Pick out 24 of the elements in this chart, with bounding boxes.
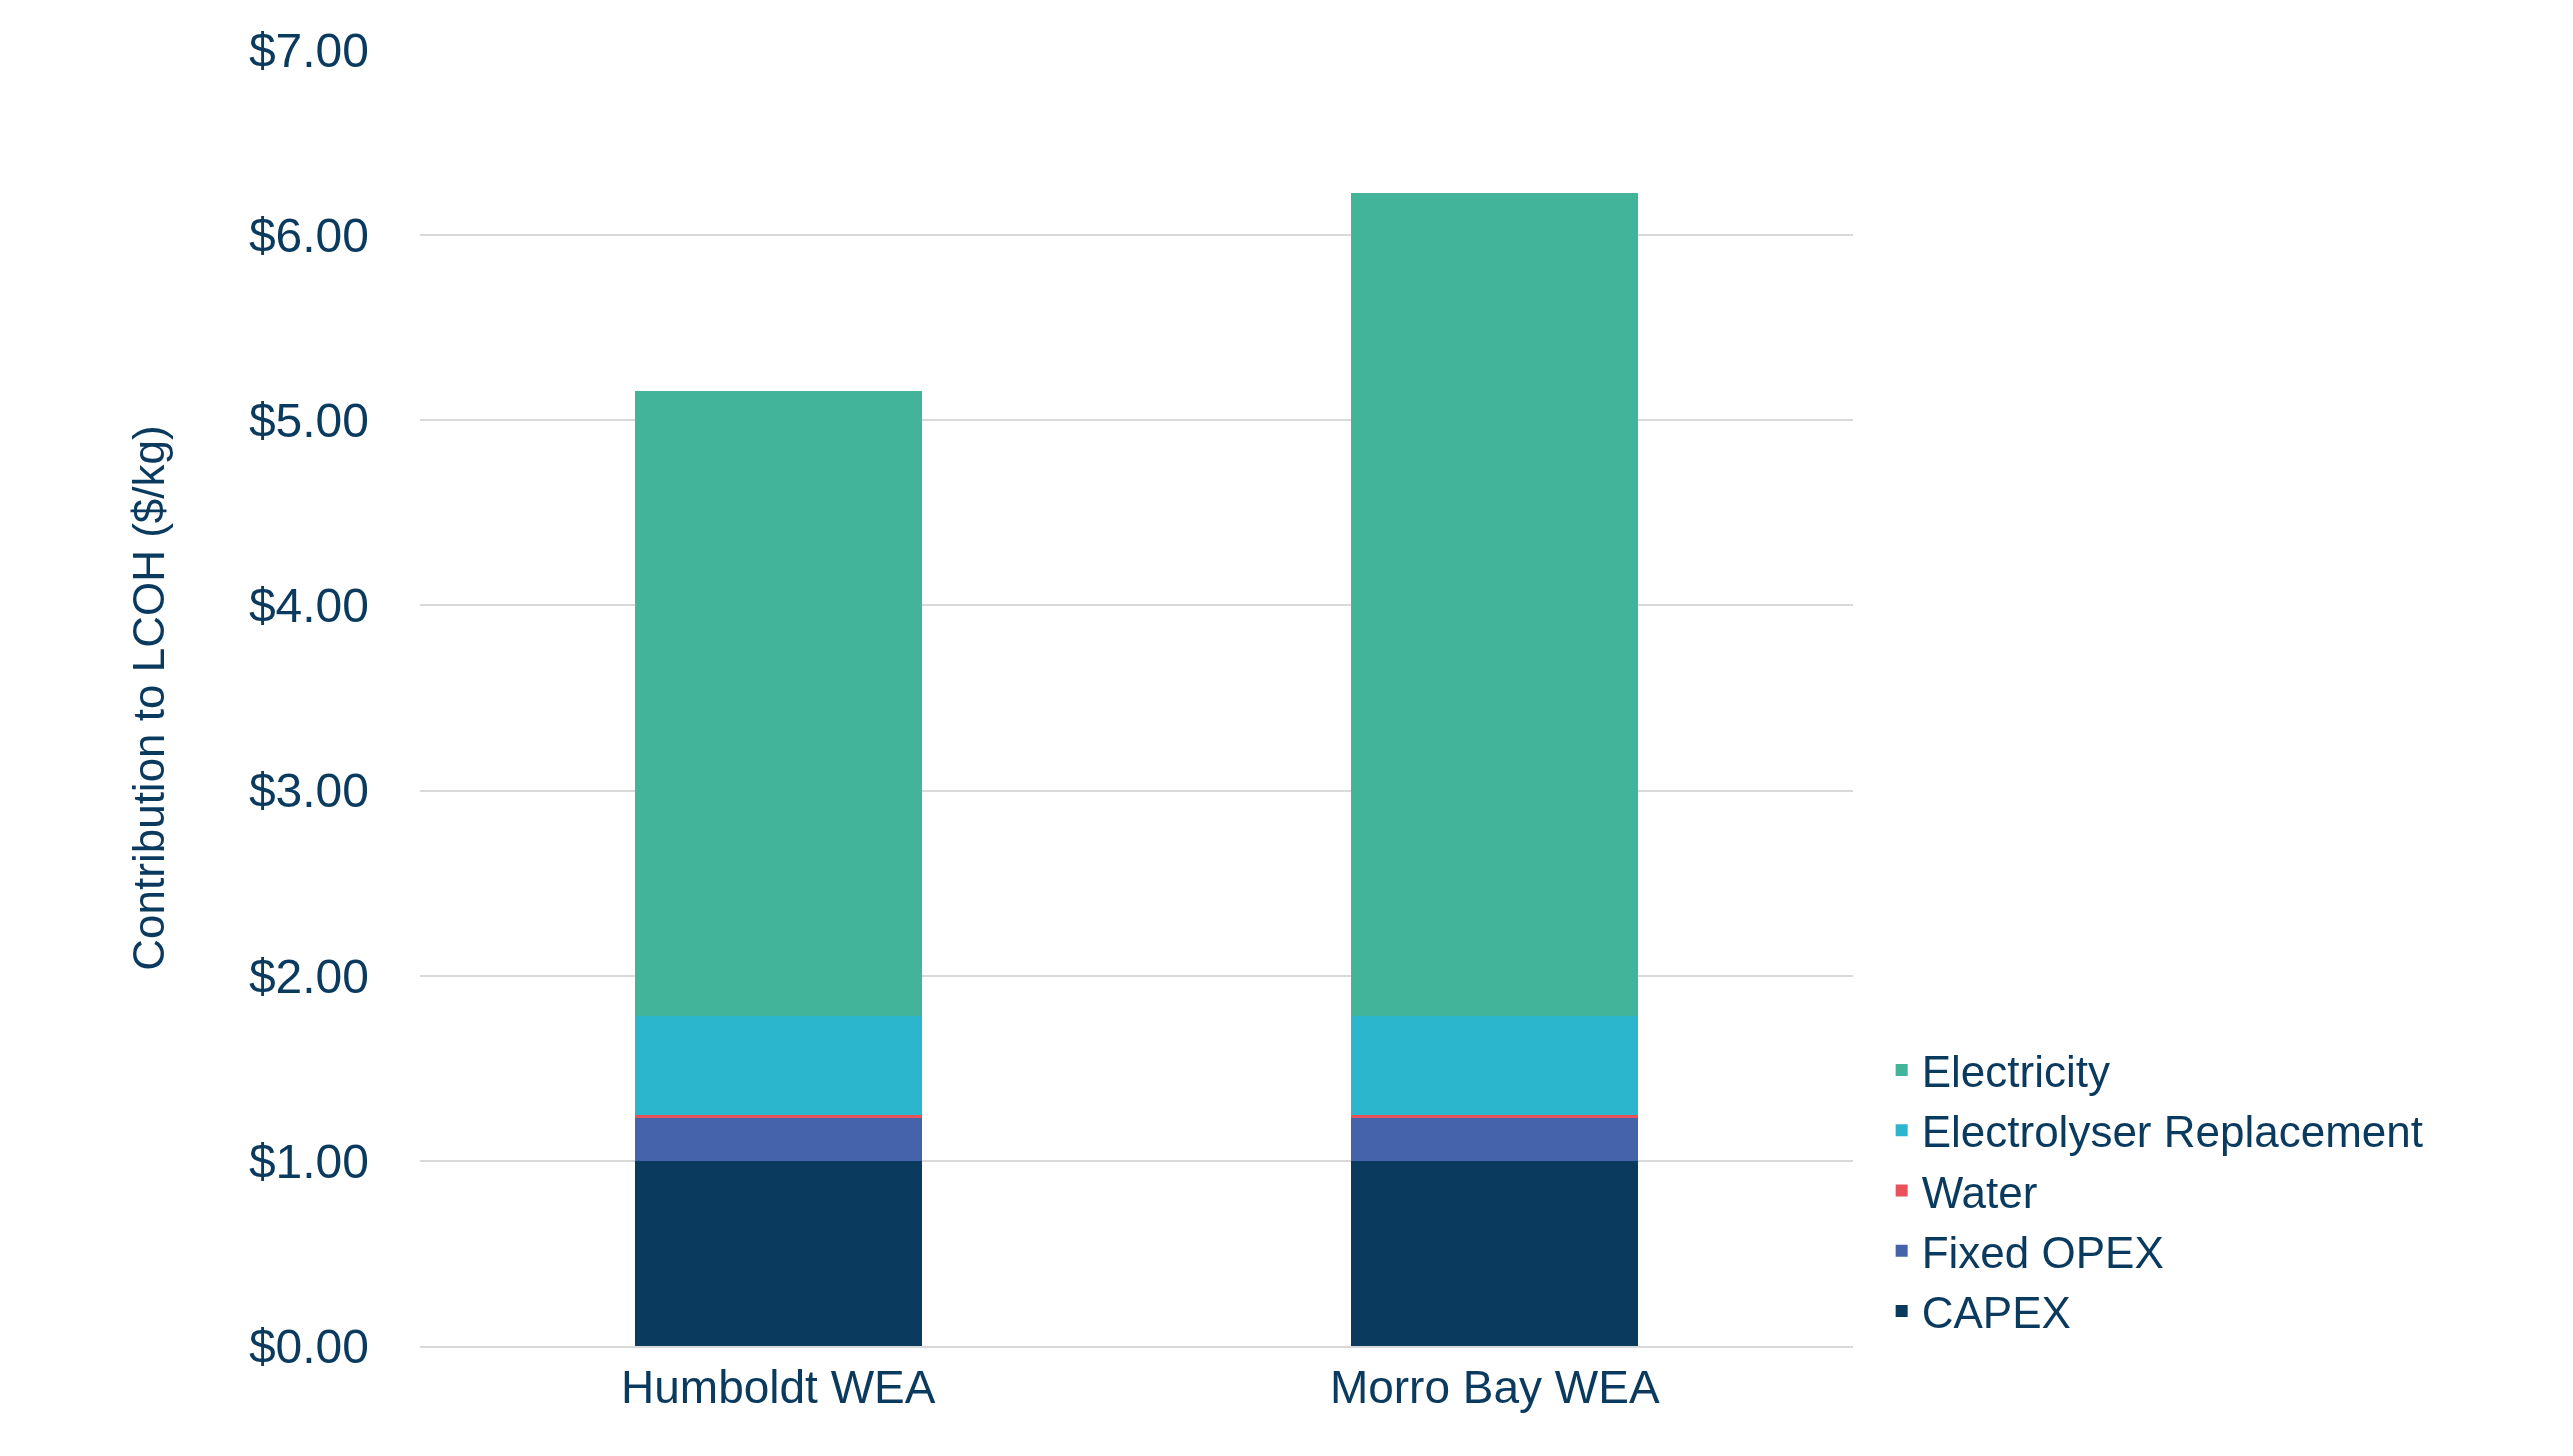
bar — [634, 1118, 922, 1161]
y-tick-label: $5.00 — [248, 394, 369, 448]
bar — [1351, 1160, 1639, 1346]
legend-label: Electricity — [1921, 1047, 2110, 1097]
y-axis-title: Contribution to LCOH ($/kg) — [123, 425, 173, 971]
legend-label: Electrolyser Replacement — [1921, 1107, 2423, 1157]
bar — [634, 1016, 922, 1115]
y-tick-label: $1.00 — [248, 1134, 369, 1188]
bar — [634, 390, 922, 1017]
y-tick-label: $7.00 — [248, 23, 369, 77]
y-tick-label: $2.00 — [248, 949, 369, 1003]
y-tick-label: $4.00 — [248, 579, 369, 633]
x-tick-label: Humboldt WEA — [621, 1361, 936, 1414]
y-tick-label: $6.00 — [248, 208, 369, 262]
legend-label: Fixed OPEX — [1921, 1227, 2164, 1277]
legend-label: CAPEX — [1921, 1288, 2071, 1338]
bar — [1351, 1118, 1639, 1161]
x-tick-label: Morro Bay WEA — [1329, 1361, 1660, 1414]
y-tick-label: $0.00 — [248, 1319, 369, 1373]
y-tick-label: $3.00 — [248, 764, 369, 818]
bar — [1351, 1016, 1639, 1115]
bar — [634, 1160, 922, 1346]
legend-label: Water — [1921, 1167, 2038, 1217]
bar — [1351, 192, 1639, 1017]
